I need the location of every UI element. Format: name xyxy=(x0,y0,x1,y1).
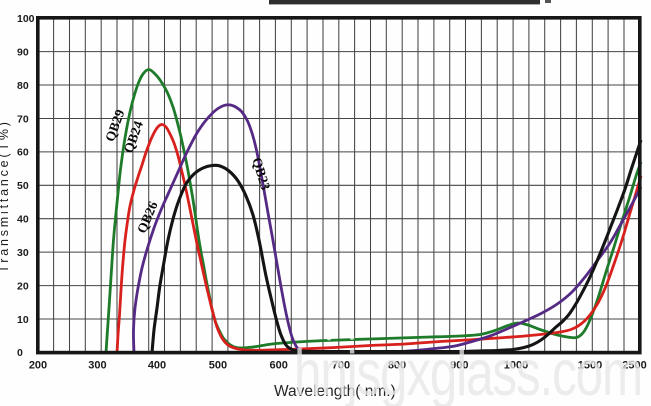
svg-text:800: 800 xyxy=(388,360,406,372)
svg-text:10: 10 xyxy=(17,314,29,326)
svg-text:200: 200 xyxy=(29,360,47,372)
svg-text:50: 50 xyxy=(17,180,29,192)
svg-text:400: 400 xyxy=(148,360,166,372)
svg-text:100: 100 xyxy=(17,13,35,25)
svg-text:500: 500 xyxy=(209,360,227,372)
svg-text:0: 0 xyxy=(17,347,23,359)
svg-text:1500: 1500 xyxy=(578,360,602,372)
svg-text:2500: 2500 xyxy=(622,360,646,372)
svg-text:600: 600 xyxy=(270,360,288,372)
svg-text:90: 90 xyxy=(17,46,29,58)
svg-text:hnjsgxglass.com: hnjsgxglass.com xyxy=(294,338,642,406)
svg-text:1000: 1000 xyxy=(504,360,528,372)
svg-text:900: 900 xyxy=(450,360,468,372)
svg-text:30: 30 xyxy=(17,247,29,259)
svg-text:Transmittance(T%): Transmittance(T%) xyxy=(0,119,11,272)
svg-text:700: 700 xyxy=(332,360,350,372)
svg-text:70: 70 xyxy=(17,113,29,125)
svg-text:20: 20 xyxy=(17,280,29,292)
svg-text:40: 40 xyxy=(17,214,29,226)
svg-text:Wavelength( nm.): Wavelength( nm.) xyxy=(274,383,396,400)
svg-text:60: 60 xyxy=(17,147,29,159)
svg-text:80: 80 xyxy=(17,80,29,92)
svg-text:300: 300 xyxy=(88,360,106,372)
